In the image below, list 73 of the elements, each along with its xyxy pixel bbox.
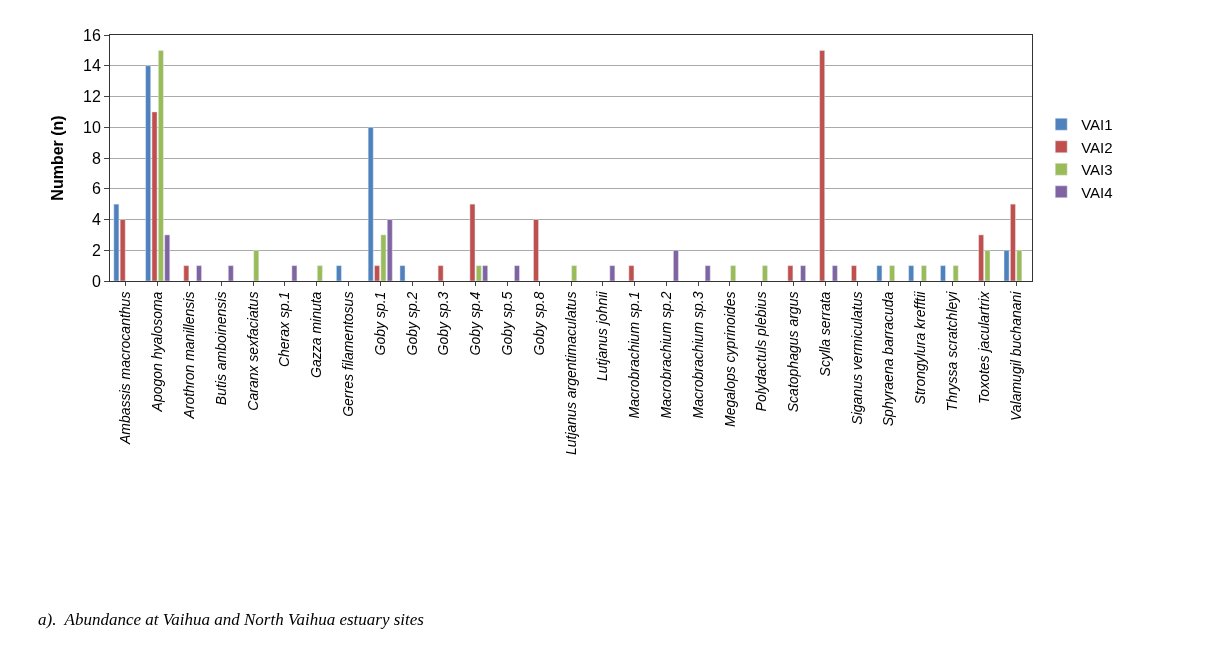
x-tick-label: Macrobrachium sp.2: [657, 291, 674, 419]
x-tick-label: Toxotes jaculartrix: [975, 290, 992, 404]
x-tick-label: Cherax sp.1: [276, 291, 293, 368]
bar: [514, 265, 520, 281]
bar: [762, 265, 768, 281]
bar: [819, 50, 825, 281]
x-tick-label: Strongylura krefftii: [912, 290, 929, 405]
bar: [673, 250, 679, 281]
x-tick-label: Macrobrachium sp.1: [626, 291, 643, 419]
legend-label: VAI4: [1081, 183, 1113, 201]
bar: [609, 265, 616, 281]
legend-label: VAI1: [1081, 116, 1113, 134]
x-tick-label: Butis amboinensis: [212, 291, 229, 406]
bar: [876, 265, 883, 281]
bar: [571, 265, 577, 281]
bar: [291, 265, 298, 281]
y-tick-label: 10: [83, 118, 101, 136]
x-tick-label: Polydactuls plebius: [753, 291, 770, 412]
bar: [196, 265, 202, 281]
bar: [437, 265, 444, 281]
bar: [533, 219, 539, 281]
y-tick-label: 2: [91, 241, 101, 259]
x-tick-label: Goby sp.8: [530, 291, 547, 356]
bar: [851, 265, 857, 281]
bar: [336, 265, 342, 281]
y-tick-label: 14: [83, 57, 101, 75]
bar: [921, 265, 927, 281]
bar: [940, 265, 946, 281]
x-tick-label: Sphyraena barracuda: [880, 291, 897, 427]
x-tick-label: Scatophagus argus: [785, 291, 802, 413]
bar: [889, 265, 895, 281]
bar: [628, 265, 635, 281]
y-axis-title: Number (n): [48, 115, 66, 201]
x-tick-label: Goby sp.3: [435, 291, 452, 356]
x-tick-label: Lutjanus johnii: [594, 290, 611, 382]
bar: [800, 265, 806, 281]
bar: [253, 250, 260, 281]
y-tick-label: 4: [91, 211, 101, 229]
bar: [399, 265, 406, 281]
legend-label: VAI2: [1081, 138, 1113, 156]
x-tick-label: Goby sp.2: [403, 291, 420, 356]
y-tick-label: 12: [83, 88, 101, 106]
x-tick-label: Gazza minuta: [308, 291, 325, 378]
bar: [730, 265, 736, 281]
bar: [183, 265, 190, 281]
text: a). Abundance at Vaihua and North Vaihua estuary sites: [38, 610, 425, 629]
legend-label: VAI3: [1081, 161, 1113, 179]
x-tick-label: Arothron manillensis: [181, 291, 198, 420]
x-tick-label: Ambassis macrocanthus: [117, 291, 134, 446]
x-tick-label: Gerres filamentosus: [340, 291, 356, 417]
bar: [952, 265, 959, 281]
bar: [317, 265, 323, 281]
x-tick-label: Goby sp.5: [498, 291, 515, 356]
x-tick-label: Siganus vermiculatus: [848, 291, 865, 425]
bar: [787, 265, 794, 281]
bar: [704, 265, 711, 281]
bar: [228, 265, 234, 281]
x-tick-label: Scylla serrata: [816, 291, 833, 377]
y-tick-label: 16: [83, 26, 101, 44]
x-tick-label: Apogon hyalosoma: [149, 291, 166, 413]
x-tick-label: Macrobrachium sp.3: [689, 291, 706, 419]
y-tick-label: 0: [91, 272, 101, 290]
x-tick-label: Valamugil buchanani: [1007, 290, 1024, 422]
x-tick-label: Goby sp.1: [371, 291, 388, 356]
x-tick-label: Goby sp.4: [467, 291, 484, 356]
x-tick-label: Lutjanus argentimaculatus: [562, 291, 579, 456]
bar: [832, 265, 838, 281]
y-tick-label: 6: [91, 180, 101, 198]
x-tick-label: Caranx sexfaciatus: [244, 291, 261, 411]
x-tick-label: Megalops cyprinoides: [721, 291, 738, 428]
y-tick-label: 8: [91, 149, 101, 167]
bar: [908, 265, 914, 281]
x-tick-label: Thryssa scratchleyi: [944, 290, 961, 412]
